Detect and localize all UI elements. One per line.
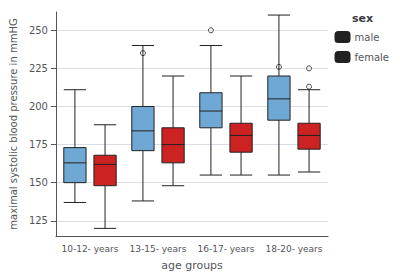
svg-text:125: 125 — [29, 215, 48, 226]
svg-text:18-20- years: 18-20- years — [265, 244, 322, 254]
svg-text:female: female — [355, 52, 389, 63]
svg-text:250: 250 — [29, 25, 48, 36]
svg-text:13-15- years: 13-15- years — [129, 244, 186, 254]
svg-text:225: 225 — [29, 63, 48, 74]
svg-text:age groups: age groups — [161, 259, 223, 272]
svg-text:10-12- years: 10-12- years — [61, 244, 118, 254]
svg-text:maximal systolic blood pressur: maximal systolic blood pressure in mmHG — [8, 18, 19, 229]
svg-text:16-17- years: 16-17- years — [197, 244, 254, 254]
svg-text:male: male — [355, 32, 380, 43]
svg-text:150: 150 — [29, 177, 48, 188]
svg-text:sex: sex — [352, 12, 373, 25]
svg-text:200: 200 — [29, 101, 48, 112]
svg-text:175: 175 — [29, 139, 48, 150]
